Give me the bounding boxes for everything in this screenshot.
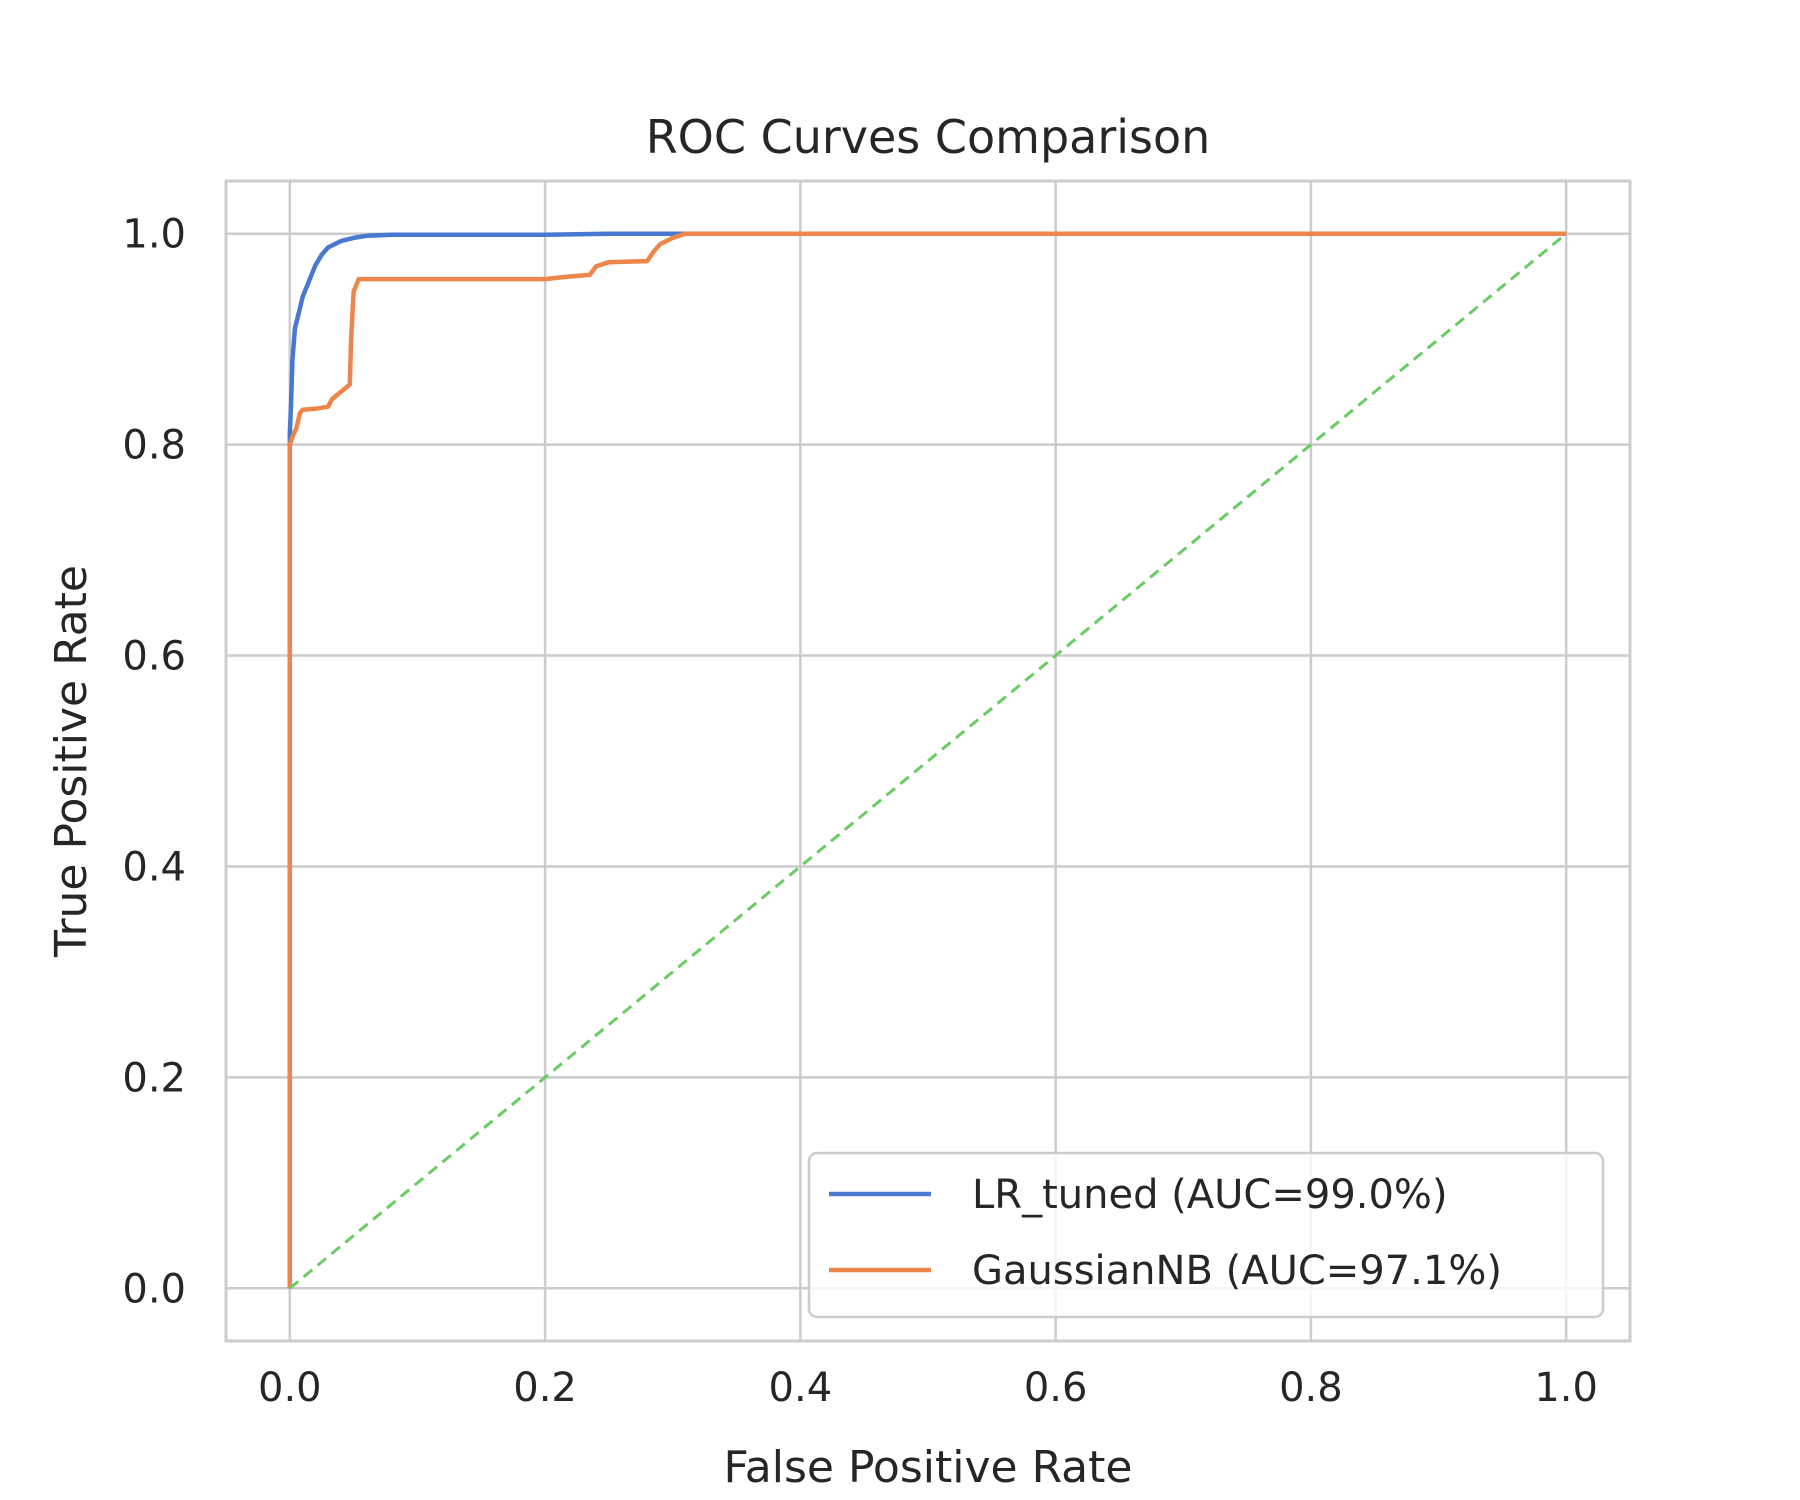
y-tick-label: 0.0 bbox=[122, 1266, 186, 1312]
x-tick-label: 0.8 bbox=[1279, 1365, 1343, 1411]
grid-lines bbox=[226, 181, 1630, 1341]
series-lines bbox=[287, 231, 1568, 1290]
x-tick-label: 1.0 bbox=[1534, 1365, 1598, 1411]
legend: LR_tuned (AUC=99.0%) GaussianNB (AUC=97.… bbox=[807, 1151, 1605, 1319]
legend-box bbox=[807, 1151, 1605, 1319]
series-line-gaussiannb bbox=[287, 231, 1567, 1289]
series-line-chance-diagonal bbox=[288, 232, 1568, 1290]
x-axis-title: False Positive Rate bbox=[724, 1442, 1133, 1493]
y-tick-label: 0.6 bbox=[122, 634, 186, 680]
x-tick-labels: 0.0 0.2 0.4 0.6 0.8 1.0 bbox=[258, 1365, 1598, 1411]
y-tick-label: 1.0 bbox=[122, 212, 186, 258]
series-line-lr-tuned bbox=[287, 231, 1567, 1289]
legend-label-lr-tuned: LR_tuned (AUC=99.0%) bbox=[972, 1172, 1448, 1218]
y-tick-label: 0.4 bbox=[122, 844, 186, 890]
x-tick-label: 0.0 bbox=[258, 1365, 322, 1411]
plot-frame bbox=[224, 179, 1632, 1343]
x-tick-label: 0.2 bbox=[513, 1365, 577, 1411]
chart-title: ROC Curves Comparison bbox=[646, 110, 1211, 164]
y-tick-label: 0.8 bbox=[122, 423, 186, 469]
x-tick-label: 0.6 bbox=[1024, 1365, 1088, 1411]
legend-label-gaussiannb: GaussianNB (AUC=97.1%) bbox=[972, 1248, 1502, 1294]
x-tick-label: 0.4 bbox=[769, 1365, 833, 1411]
y-tick-labels: 0.0 0.2 0.4 0.6 0.8 1.0 bbox=[122, 212, 186, 1313]
y-tick-label: 0.2 bbox=[122, 1055, 186, 1101]
y-axis-title: True Positive Rate bbox=[46, 565, 97, 958]
